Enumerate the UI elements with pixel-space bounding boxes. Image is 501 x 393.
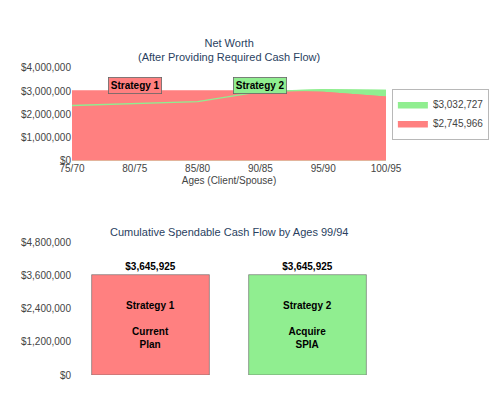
svg-text:$4,000,000: $4,000,000	[21, 62, 71, 73]
svg-text:$3,000,000: $3,000,000	[21, 86, 71, 97]
svg-text:$2,745,966: $2,745,966	[433, 118, 483, 129]
svg-text:$1,000,000: $1,000,000	[21, 132, 71, 143]
svg-text:90/85: 90/85	[248, 163, 273, 174]
svg-text:$3,645,925: $3,645,925	[282, 261, 332, 272]
svg-text:$3,600,000: $3,600,000	[21, 270, 71, 281]
svg-text:$2,400,000: $2,400,000	[21, 303, 71, 314]
svg-text:75/70: 75/70	[59, 163, 84, 174]
svg-text:$2,000,000: $2,000,000	[21, 109, 71, 120]
svg-text:$0: $0	[60, 155, 72, 166]
svg-text:Strategy 1: Strategy 1	[111, 80, 160, 91]
svg-text:Net Worth(After Providing Requ: Net Worth(After Providing Required Cash …	[138, 37, 320, 63]
svg-text:Cumulative Spendable Cash Flow: Cumulative Spendable Cash Flow by Ages 9…	[110, 226, 348, 238]
svg-text:Ages (Client/Spouse): Ages (Client/Spouse)	[182, 175, 277, 186]
svg-text:Strategy 1CurrentPlan: Strategy 1CurrentPlan	[126, 300, 175, 350]
svg-text:$4,800,000: $4,800,000	[21, 237, 71, 248]
svg-text:$0: $0	[60, 370, 72, 381]
svg-text:Strategy 2AcquireSPIA: Strategy 2AcquireSPIA	[283, 300, 332, 350]
svg-text:95/90: 95/90	[311, 163, 336, 174]
svg-text:$3,645,925: $3,645,925	[125, 261, 175, 272]
svg-text:$1,200,000: $1,200,000	[21, 336, 71, 347]
svg-text:80/75: 80/75	[122, 163, 147, 174]
svg-text:85/80: 85/80	[185, 163, 210, 174]
svg-text:Strategy 2: Strategy 2	[236, 80, 285, 91]
svg-text:$3,032,727: $3,032,727	[433, 99, 483, 110]
svg-text:100/95: 100/95	[371, 163, 402, 174]
